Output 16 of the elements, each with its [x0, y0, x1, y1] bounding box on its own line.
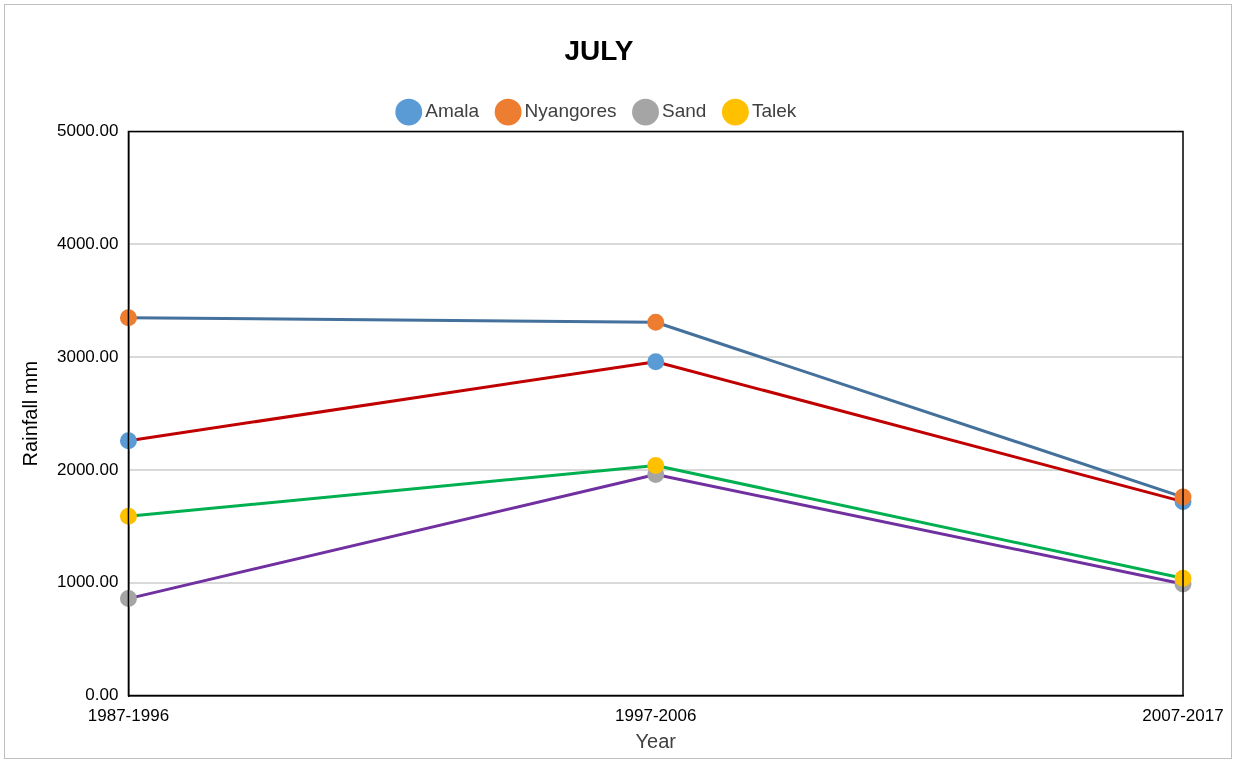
y-tick-label: 0.00 [85, 685, 119, 705]
legend-label: Amala [425, 100, 480, 122]
legend-label: Sand [662, 100, 707, 122]
chart-title: JULY [564, 34, 634, 66]
x-tick-label: 2007-2017 [1142, 706, 1224, 726]
y-tick-label: 4000.00 [57, 234, 119, 254]
x-axis-title: Year [635, 729, 677, 752]
x-tick-label: 1997-2006 [615, 706, 697, 726]
x-tick-label: 1987-1996 [87, 706, 170, 726]
legend-label: Nyangores [524, 100, 617, 122]
y-tick-label: 2000.00 [57, 459, 119, 479]
y-tick-label: 3000.00 [57, 346, 119, 366]
y-tick-label: 5000.00 [57, 121, 119, 141]
y-axis-title: Rainfall mm [18, 360, 41, 467]
y-tick-label: 1000.00 [57, 572, 119, 592]
legend-label: Talek [751, 100, 797, 122]
